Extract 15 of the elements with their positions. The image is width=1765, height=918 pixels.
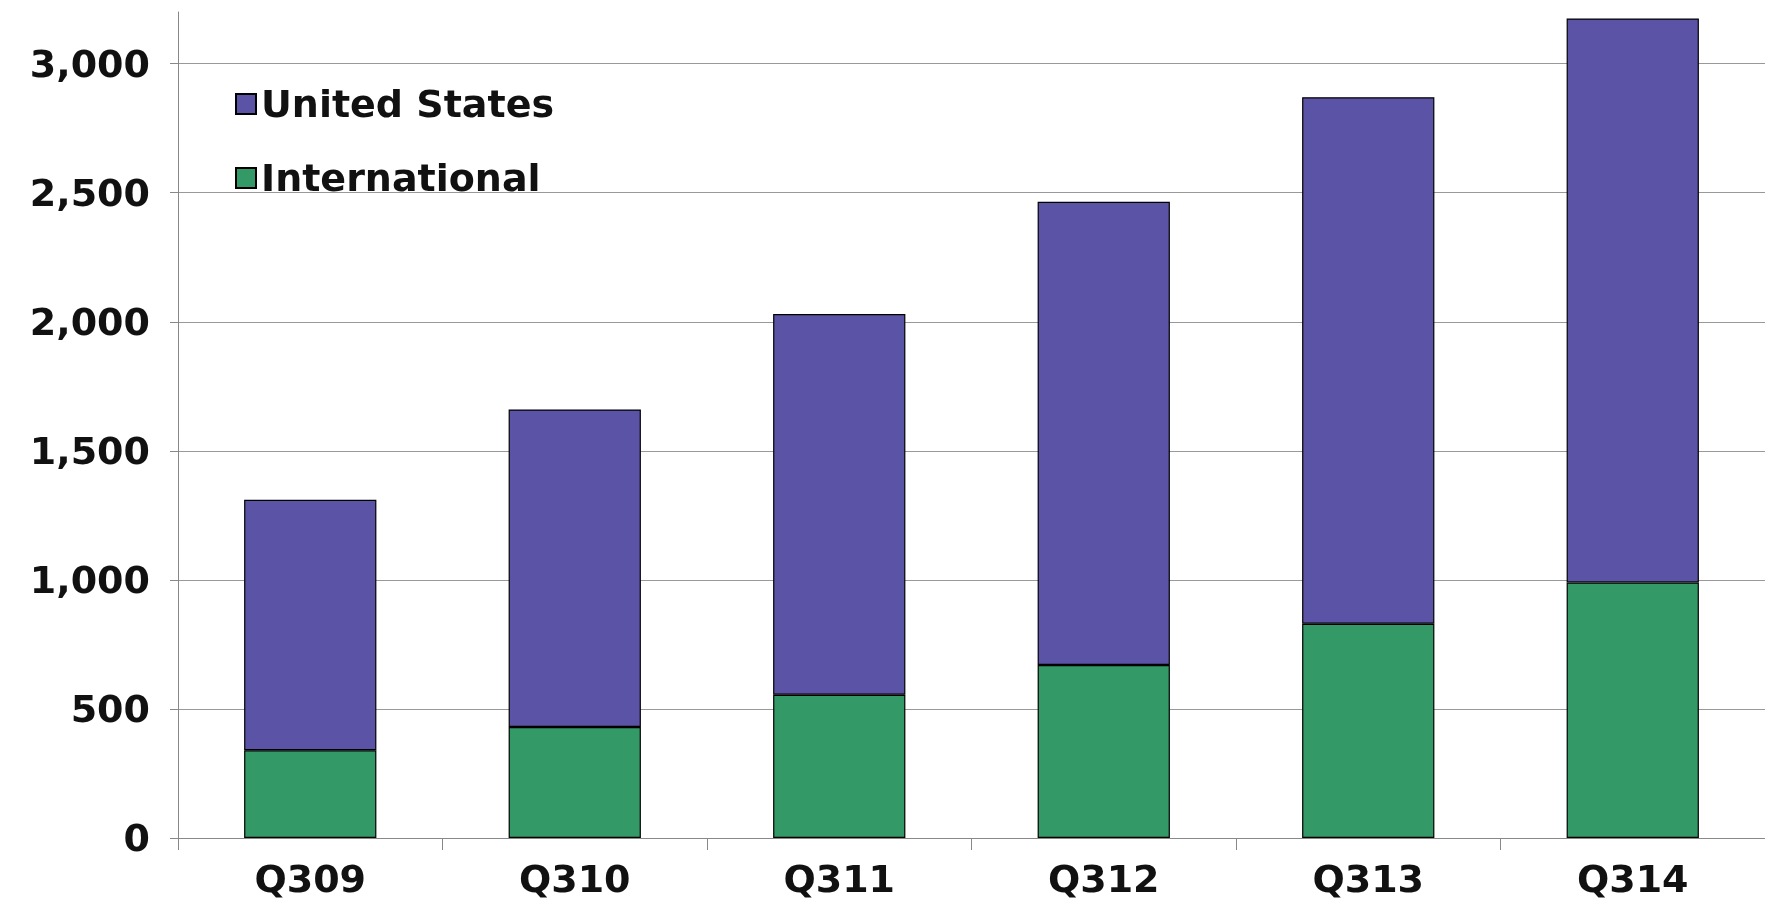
legend-label: United States (261, 82, 555, 126)
y-tick-label: 500 (70, 686, 150, 731)
y-tick-label: 1,000 (29, 557, 150, 602)
y-tick-label: 2,500 (29, 170, 150, 215)
x-tick-label: Q313 (1312, 857, 1425, 901)
x-tick-label: Q311 (783, 857, 896, 901)
x-tick-label: Q310 (518, 857, 631, 901)
y-tick-label: 0 (123, 816, 150, 860)
y-tick-label: 2,000 (29, 299, 150, 344)
y-tick-label: 3,000 (29, 41, 150, 86)
x-tick-label: Q309 (254, 857, 367, 901)
legend-label: International (261, 156, 541, 200)
x-tick-label: Q314 (1576, 857, 1689, 901)
y-tick-label: 1,500 (29, 428, 150, 473)
x-tick-label: Q312 (1047, 857, 1160, 901)
